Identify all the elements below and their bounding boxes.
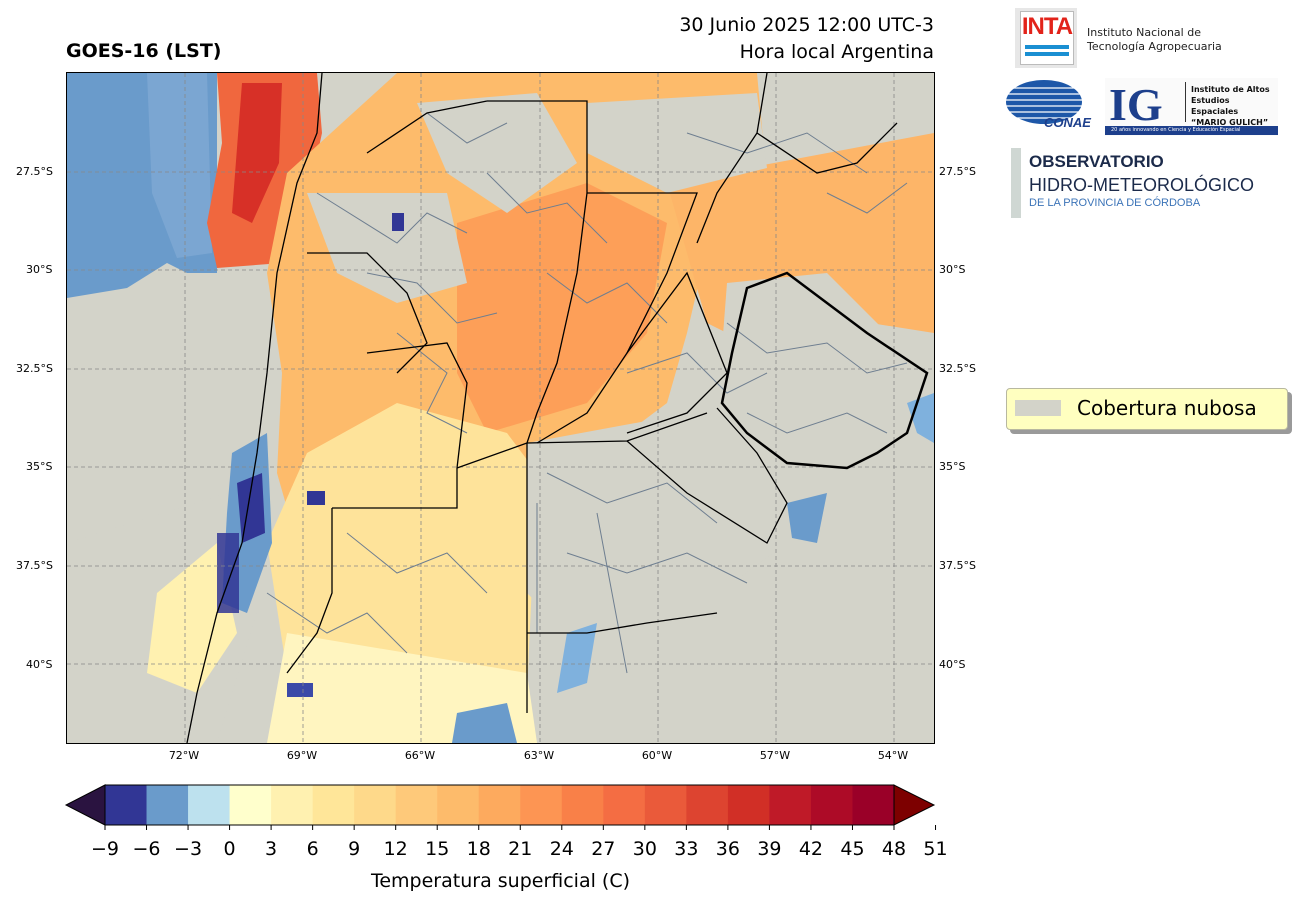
colorbar-tick-label: 33: [674, 838, 699, 860]
timestamp: 30 Junio 2025 12:00 UTC-3 Hora local Arg…: [560, 12, 934, 66]
colorbar: [64, 784, 937, 830]
lat-label-left: 32.5°S: [16, 362, 53, 375]
colorbar-segment: [810, 785, 853, 825]
cloud-uruguay: [717, 273, 927, 463]
colorbar-label: Temperatura superficial (C): [370, 870, 630, 892]
cloud-buenos-aires: [527, 408, 787, 633]
lat-label-right: 32.5°S: [939, 362, 976, 375]
date-line: 30 Junio 2025 12:00 UTC-3: [679, 14, 934, 36]
colorbar-tick-label: 30: [632, 838, 657, 860]
colorbar-segment: [727, 785, 770, 825]
map-title: GOES-16 (LST): [66, 40, 222, 62]
colorbar-over-arrow: [893, 784, 936, 826]
colorbar-tick-label: 45: [840, 838, 865, 860]
colorbar-segment: [437, 785, 480, 825]
lon-label: 66°W: [404, 749, 436, 762]
ig-name: Instituto de Altos Estudios Espaciales “…: [1191, 85, 1270, 127]
colorbar-tick-label: 36: [715, 838, 740, 860]
colorbar-tick-label: 39: [757, 838, 782, 860]
colorbar-segment: [852, 785, 895, 825]
colorbar-segment: [146, 785, 189, 825]
colorbar-segment: [188, 785, 231, 825]
colorbar-segment: [686, 785, 729, 825]
observatorio-line1: OBSERVATORIO: [1029, 152, 1164, 171]
colorbar-segment: [395, 785, 438, 825]
colorbar-tick-label: 3: [265, 838, 278, 860]
colorbar-tick-label: 42: [798, 838, 824, 860]
cloud-cuyo: [307, 193, 467, 303]
colorbar-segment: [520, 785, 563, 825]
lat-label-right: 27.5°S: [939, 165, 976, 178]
conae-globe-icon: [1006, 80, 1082, 124]
cool-land-area: [267, 403, 537, 693]
colorbar-segment: [603, 785, 646, 825]
lon-label: 69°W: [286, 749, 318, 762]
colorbar-segment: [312, 785, 355, 825]
colorbar-tick-label: −3: [174, 838, 203, 860]
lon-label: 72°W: [168, 749, 200, 762]
lat-label-right: 35°S: [939, 460, 966, 473]
ig-logo: IG Instituto de Altos Estudios Espaciale…: [1105, 78, 1278, 136]
local-time-line: Hora local Argentina: [739, 41, 934, 63]
colorbar-segment: [229, 785, 272, 825]
conae-logo-word: CONAE: [1044, 115, 1091, 130]
department-boundaries: [266, 112, 908, 674]
lat-label-right: 37.5°S: [939, 559, 976, 572]
legend-label: Cobertura nubosa: [1077, 396, 1257, 420]
lat-label-left: 30°S: [26, 263, 53, 276]
lat-label-right: 40°S: [939, 658, 966, 671]
lon-label: 54°W: [877, 749, 909, 762]
inta-logo-word: INTA: [1021, 12, 1073, 42]
colorbar-segment: [105, 785, 148, 825]
colorbar-tick-label: 21: [508, 838, 533, 860]
observatorio-line2: HIDRO-METEOROLÓGICO: [1029, 175, 1255, 195]
colorbar-segment: [271, 785, 314, 825]
ig-logo-letters: IG: [1109, 79, 1163, 130]
lon-label: 63°W: [523, 749, 555, 762]
legend-box: Cobertura nubosa: [1006, 388, 1288, 430]
colorbar-segment: [478, 785, 521, 825]
colorbar-tick-label: −6: [132, 838, 161, 860]
province-borders: [186, 73, 898, 743]
legend-swatch-cloud: [1015, 400, 1061, 416]
inta-logo: INTA: [1015, 8, 1077, 68]
conae-logo: CONAE: [1004, 78, 1092, 134]
colorbar-tick-label: 0: [223, 838, 236, 860]
colorbar-under-arrow: [64, 784, 106, 826]
colorbar-tick-label: 12: [383, 838, 408, 860]
ig-tagline: 20 años innovando en Ciencia y Educación…: [1105, 126, 1278, 135]
colorbar-segment: [644, 785, 687, 825]
colorbar-tick-label: 6: [306, 838, 319, 860]
cloud-north: [417, 93, 577, 213]
lat-label-left: 35°S: [26, 460, 53, 473]
uruguay-border: [720, 271, 929, 470]
colorbar-tick-label: 9: [348, 838, 361, 860]
lat-label-left: 40°S: [26, 658, 53, 671]
inta-name: Instituto Nacional de Tecnología Agropec…: [1087, 26, 1222, 53]
colorbar-segment: [354, 785, 397, 825]
colorbar-border: [104, 784, 895, 826]
map-canvas: [67, 73, 934, 743]
lon-label: 60°W: [641, 749, 673, 762]
observatorio-logo-bar: [1011, 148, 1021, 218]
lat-label-right: 30°S: [939, 263, 966, 276]
colorbar-tick-label: 24: [549, 838, 574, 860]
map-panel: [66, 72, 935, 744]
colorbar-tick-label: −9: [90, 838, 119, 860]
lon-label: 57°W: [759, 749, 791, 762]
lat-label-left: 37.5°S: [16, 559, 53, 572]
colorbar-tick-label: 27: [591, 838, 616, 860]
lat-label-left: 27.5°S: [16, 165, 53, 178]
colorbar-segment: [769, 785, 812, 825]
colorbar-tick-label: 15: [425, 838, 450, 860]
observatorio-line3: DE LA PROVINCIA DE CÓRDOBA: [1029, 197, 1201, 209]
gridlines: [67, 73, 934, 743]
colorbar-tick-label: 51: [923, 838, 948, 860]
colorbar-segment: [561, 785, 604, 825]
colorbar-tick-label: 18: [466, 838, 491, 860]
colorbar-tick-label: 48: [881, 838, 907, 860]
